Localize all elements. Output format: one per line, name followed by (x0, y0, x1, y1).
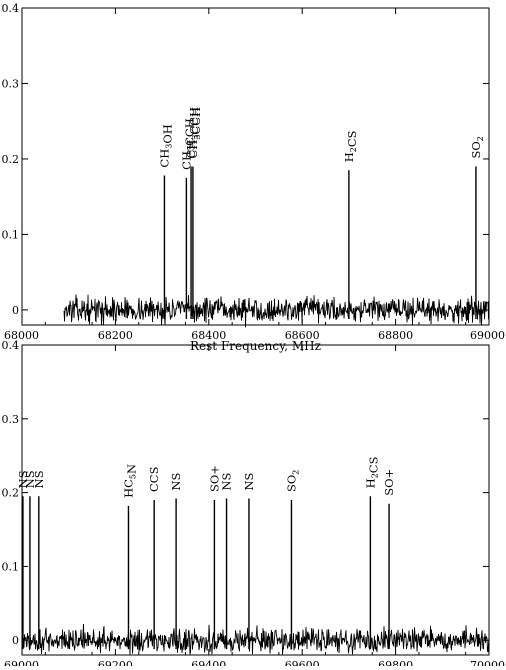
label-text: H (342, 152, 356, 162)
noise-trace (21, 623, 490, 655)
label-subscript: 3 (191, 135, 200, 140)
label-text: HC (121, 479, 135, 498)
label-text: CCH (187, 107, 201, 135)
spectral-line-label: CCS (147, 466, 161, 492)
spectral-line-label: CH3CCH (184, 107, 201, 159)
x-tick-label: 68800 (378, 329, 413, 342)
label-text: CS (366, 456, 380, 473)
x-tick-label: 69200 (98, 659, 133, 666)
label-text: SO+ (207, 465, 221, 492)
y-tick-label: 0.2 (2, 153, 20, 166)
label-text: CH (186, 140, 200, 159)
spectral-line-label: NS (242, 472, 256, 490)
x-tick-label: 70000 (470, 659, 505, 666)
label-subscript: 3 (186, 146, 195, 151)
y-tick-label: 0.4 (2, 2, 20, 15)
noise-trace (63, 294, 489, 328)
x-tick-label: 68400 (191, 329, 226, 342)
label-text: SO (469, 141, 483, 158)
x-tick-label: 69000 (470, 329, 505, 342)
label-text: CH (179, 151, 193, 170)
label-text: CCH (189, 107, 203, 135)
x-axis-title: Rest Frequency, MHz (190, 339, 321, 353)
label-subscript: 2 (349, 147, 358, 152)
spectral-line-label: NS (32, 470, 46, 488)
label-subscript: 2 (291, 470, 300, 475)
x-tick-label: 69600 (285, 659, 320, 666)
x-tick-label: 69800 (378, 659, 413, 666)
spectral-line-label: SO2 (469, 136, 485, 158)
plot-frame (21, 7, 490, 326)
y-tick-label: 0.1 (2, 228, 20, 241)
label-text: CH (184, 140, 198, 159)
label-text: NS (16, 470, 30, 488)
label-text: N (124, 464, 138, 474)
label-subscript: 2 (476, 136, 485, 141)
label-text: NS (32, 470, 46, 488)
y-tick-label: 0.3 (2, 413, 20, 426)
label-subscript: 3 (193, 135, 202, 140)
label-text: NS (220, 472, 234, 490)
y-tick-label: 0.4 (2, 339, 20, 352)
spectral-line-label: H2CS (363, 456, 380, 488)
label-text: NS (169, 472, 183, 490)
spectral-line-label: SO2 (284, 470, 300, 492)
y-tick-label: 0.1 (2, 560, 20, 573)
spectral-line-label: NS (220, 472, 234, 490)
spectral-line-label: CH3OH (157, 124, 174, 167)
label-text: CS (345, 130, 359, 147)
label-subscript: 2 (370, 473, 379, 478)
label-subscript: 5 (128, 474, 137, 479)
spectral-line-label: NS (23, 470, 37, 488)
spectral-line-label: SO+ (207, 465, 221, 492)
label-text: SO+ (382, 469, 396, 496)
label-text: CCH (182, 118, 196, 146)
spectral-line-label: HC5N (121, 464, 138, 498)
y-tick-label: 0.3 (2, 77, 20, 90)
chart-panel-2: 0 0.1 0.2 0.3 0.4 69000 69200 69400 69600 69800 70… (2, 339, 506, 670)
plot-frame (21, 344, 490, 656)
label-text: NS (242, 472, 256, 490)
label-text: OH (160, 124, 174, 143)
label-text: SO (284, 475, 298, 492)
label-text: NS (23, 470, 37, 488)
spectral-line-label: NS (169, 472, 183, 490)
y-tick-label: 0 (12, 634, 19, 647)
label-subscript: 3 (164, 144, 173, 149)
spectral-line-label: H2CS (342, 130, 359, 162)
spectral-line-label: CH3CCH (186, 107, 203, 159)
y-tick-label: 0 (12, 304, 19, 317)
y-tick-label: 0.2 (2, 487, 20, 500)
x-tick-label: 69400 (191, 659, 226, 666)
spectral-line-label: SO+ (382, 469, 396, 496)
x-tick-label: 68000 (4, 329, 39, 342)
x-tick-label: 68200 (98, 329, 133, 342)
x-tick-label: 68600 (285, 329, 320, 342)
label-text: CH (157, 149, 171, 168)
label-text: H (363, 478, 377, 488)
spectral-line-label: NS (16, 470, 30, 488)
x-tick-label: 69000 (4, 659, 39, 666)
label-text: CCS (147, 466, 161, 492)
spectral-line-label: CH3CCH (179, 118, 196, 170)
